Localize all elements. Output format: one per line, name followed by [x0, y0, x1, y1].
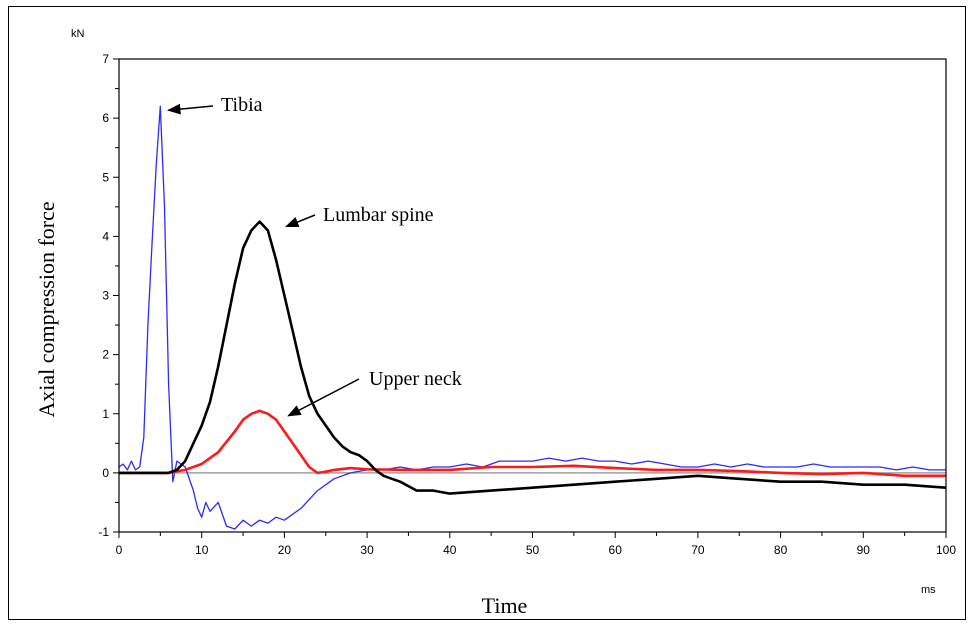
y-tick-label: -1 [98, 525, 109, 539]
annotation-arrow-upper-neck [287, 378, 360, 417]
annotation-lumbar-spine: Lumbar spine [323, 204, 434, 226]
x-tick-label: 90 [857, 543, 871, 557]
x-unit-label: ms [921, 584, 936, 596]
x-tick-label: 30 [360, 543, 374, 557]
y-tick-label: 3 [102, 289, 109, 303]
series-line-upper-neck [119, 409, 946, 478]
x-tick-label: 0 [116, 543, 123, 557]
chart-frame: 0 10 20 30 40 50 60 70 80 90 100 -1 0 1 2 3 4 5 6 7 kN ms Time… [8, 6, 966, 620]
plot-layer: 0 10 20 30 40 50 60 70 80 90 100 -1 0 1 2 3 4 5 6 7 kN ms Time… [34, 28, 956, 618]
x-tick-label: 10 [195, 543, 209, 557]
y-tick-label: 1 [102, 407, 109, 421]
annotation-upper-neck: Upper neck [369, 368, 462, 390]
y-tick-label: 7 [102, 52, 109, 66]
y-axis-title: Axial compression force [34, 201, 59, 417]
x-tick-label: 60 [609, 543, 623, 557]
series-line-lumbar-spine [119, 220, 947, 495]
annotation-arrow-lumbar-spine [285, 214, 316, 228]
y-tick-label: 2 [102, 348, 109, 362]
y-tick-label: 0 [102, 466, 109, 480]
x-tick-label: 20 [278, 543, 292, 557]
annotation-tibia: Tibia [221, 94, 263, 116]
x-tick-label: 70 [691, 543, 705, 557]
x-tick-label: 50 [526, 543, 540, 557]
y-tick-label: 6 [102, 111, 109, 125]
x-tick-label: 100 [936, 543, 956, 557]
series-line-tibia [118, 105, 946, 530]
x-axis-title: Time [482, 593, 528, 618]
annotation-arrow-tibia [167, 103, 214, 115]
y-tick-label: 5 [102, 170, 109, 184]
line-chart: 0 10 20 30 40 50 60 70 80 90 100 -1 0 1 2 3 4 5 6 7 kN ms Time… [34, 28, 956, 618]
y-tick-label: 4 [102, 229, 109, 243]
y-unit-label: kN [71, 28, 85, 40]
x-tick-label: 40 [443, 543, 457, 557]
x-tick-label: 80 [774, 543, 788, 557]
